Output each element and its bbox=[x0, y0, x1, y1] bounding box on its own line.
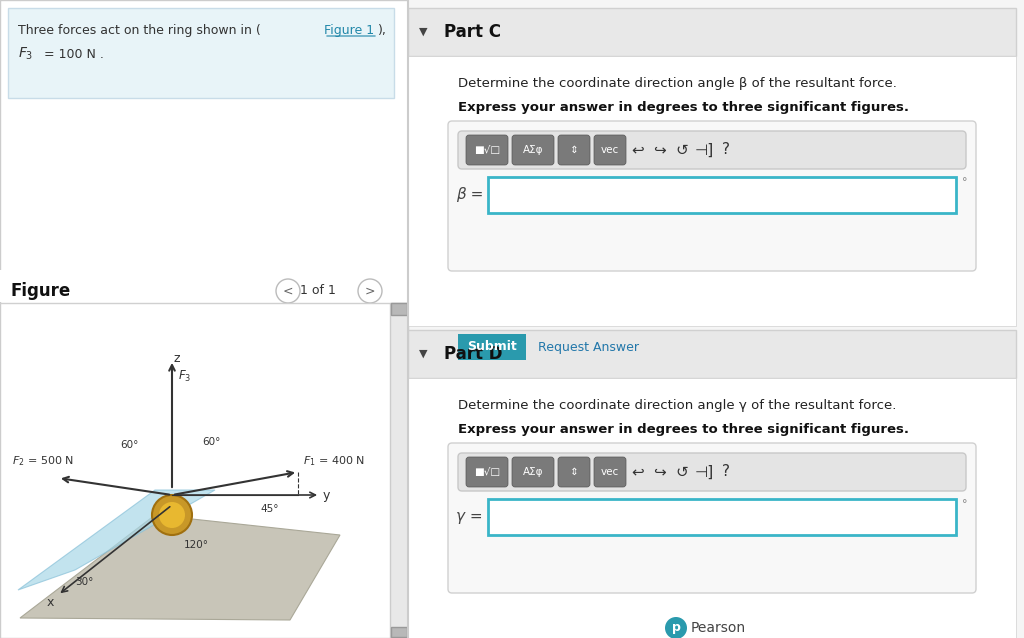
FancyBboxPatch shape bbox=[449, 443, 976, 593]
Bar bbox=[0, 270, 408, 302]
Text: ⊣]: ⊣] bbox=[694, 464, 714, 480]
FancyBboxPatch shape bbox=[466, 135, 508, 165]
Text: Figure 1: Figure 1 bbox=[324, 24, 374, 37]
Text: Figure: Figure bbox=[10, 282, 71, 300]
Circle shape bbox=[276, 279, 300, 303]
Bar bbox=[408, 330, 1016, 378]
FancyBboxPatch shape bbox=[466, 457, 508, 487]
Text: $F_3$: $F_3$ bbox=[18, 46, 34, 63]
Bar bbox=[488, 177, 956, 213]
Text: ⊣]: ⊣] bbox=[694, 142, 714, 158]
Text: ),: ), bbox=[378, 24, 387, 37]
Text: <: < bbox=[283, 285, 293, 297]
Text: ■√□: ■√□ bbox=[474, 145, 500, 155]
Text: ■√□: ■√□ bbox=[474, 467, 500, 477]
Text: Express your answer in degrees to three significant figures.: Express your answer in degrees to three … bbox=[458, 101, 909, 114]
Circle shape bbox=[665, 617, 687, 638]
Text: γ =: γ = bbox=[456, 510, 482, 524]
Text: ▼: ▼ bbox=[419, 349, 427, 359]
Bar bbox=[390, 303, 408, 638]
Text: ↺: ↺ bbox=[676, 142, 688, 158]
Circle shape bbox=[159, 502, 185, 528]
FancyBboxPatch shape bbox=[594, 135, 626, 165]
Text: ↺: ↺ bbox=[676, 464, 688, 480]
Text: β =: β = bbox=[456, 188, 483, 202]
Circle shape bbox=[358, 279, 382, 303]
Text: 30°: 30° bbox=[75, 577, 93, 587]
FancyBboxPatch shape bbox=[458, 453, 966, 491]
Circle shape bbox=[152, 495, 193, 535]
Text: AΣφ: AΣφ bbox=[522, 145, 544, 155]
Bar bbox=[391, 627, 407, 637]
Polygon shape bbox=[18, 490, 215, 590]
Text: $F_3$: $F_3$ bbox=[178, 369, 191, 384]
FancyBboxPatch shape bbox=[512, 135, 554, 165]
FancyBboxPatch shape bbox=[512, 457, 554, 487]
Polygon shape bbox=[20, 515, 340, 620]
Text: $F_2$ = 500 N: $F_2$ = 500 N bbox=[12, 454, 74, 468]
Bar bbox=[391, 303, 407, 315]
Text: ↩: ↩ bbox=[632, 464, 644, 480]
FancyBboxPatch shape bbox=[558, 457, 590, 487]
Text: °: ° bbox=[962, 499, 968, 509]
Text: 45°: 45° bbox=[260, 504, 279, 514]
Text: y: y bbox=[323, 489, 331, 501]
FancyBboxPatch shape bbox=[558, 135, 590, 165]
Text: 60°: 60° bbox=[202, 437, 220, 447]
Text: Three forces act on the ring shown in (: Three forces act on the ring shown in ( bbox=[18, 24, 261, 37]
Bar bbox=[408, 0, 1024, 638]
FancyBboxPatch shape bbox=[449, 121, 976, 271]
Text: Determine the coordinate direction angle β of the resultant force.: Determine the coordinate direction angle… bbox=[458, 77, 897, 91]
Text: Part C: Part C bbox=[444, 23, 501, 41]
Bar bbox=[0, 0, 408, 638]
Text: ↪: ↪ bbox=[653, 142, 667, 158]
Text: ?: ? bbox=[722, 142, 730, 158]
Text: = 100 N .: = 100 N . bbox=[40, 48, 103, 61]
Text: 1 of 1: 1 of 1 bbox=[300, 285, 336, 297]
Text: 120°: 120° bbox=[184, 540, 209, 550]
Text: Determine the coordinate direction angle γ of the resultant force.: Determine the coordinate direction angle… bbox=[458, 399, 896, 413]
Bar bbox=[408, 8, 1016, 56]
Text: ?: ? bbox=[722, 464, 730, 480]
FancyBboxPatch shape bbox=[594, 457, 626, 487]
Bar bbox=[458, 334, 526, 360]
Text: p: p bbox=[672, 621, 680, 635]
Text: Pearson: Pearson bbox=[691, 621, 746, 635]
FancyBboxPatch shape bbox=[458, 131, 966, 169]
Text: ↪: ↪ bbox=[653, 464, 667, 480]
Bar bbox=[488, 499, 956, 535]
Text: x: x bbox=[47, 595, 54, 609]
Bar bbox=[408, 378, 1016, 638]
Text: vec: vec bbox=[601, 145, 620, 155]
Text: Submit: Submit bbox=[467, 341, 517, 353]
Text: >: > bbox=[365, 285, 375, 297]
Text: ⇕: ⇕ bbox=[569, 467, 579, 477]
Text: °: ° bbox=[962, 177, 968, 187]
Text: vec: vec bbox=[601, 467, 620, 477]
Text: z: z bbox=[174, 352, 180, 365]
Text: ▼: ▼ bbox=[419, 27, 427, 37]
Text: Request Answer: Request Answer bbox=[538, 341, 639, 353]
Text: 60°: 60° bbox=[120, 440, 138, 450]
Text: ↩: ↩ bbox=[632, 142, 644, 158]
Text: $F_1$ = 400 N: $F_1$ = 400 N bbox=[303, 454, 366, 468]
Bar bbox=[8, 8, 394, 98]
Text: ⇕: ⇕ bbox=[569, 145, 579, 155]
Text: AΣφ: AΣφ bbox=[522, 467, 544, 477]
Text: Part D: Part D bbox=[444, 345, 503, 363]
Text: Express your answer in degrees to three significant figures.: Express your answer in degrees to three … bbox=[458, 424, 909, 436]
Bar bbox=[408, 56, 1016, 326]
